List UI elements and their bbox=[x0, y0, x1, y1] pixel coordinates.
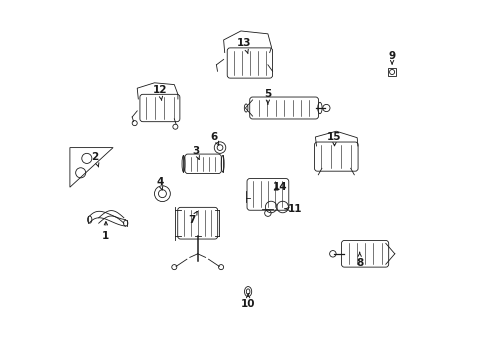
Text: 12: 12 bbox=[152, 85, 167, 100]
Text: 9: 9 bbox=[388, 51, 395, 64]
Text: 8: 8 bbox=[355, 252, 363, 268]
Text: 15: 15 bbox=[326, 132, 341, 146]
Text: 13: 13 bbox=[237, 38, 251, 54]
Text: 11: 11 bbox=[285, 204, 302, 214]
Text: 6: 6 bbox=[210, 132, 218, 145]
Text: 10: 10 bbox=[241, 294, 255, 309]
Text: 3: 3 bbox=[192, 146, 199, 159]
Text: 4: 4 bbox=[156, 177, 163, 190]
Text: 5: 5 bbox=[264, 89, 271, 104]
Bar bbox=[387, 68, 396, 76]
Text: 1: 1 bbox=[102, 222, 109, 241]
Text: 14: 14 bbox=[273, 182, 287, 192]
Text: 7: 7 bbox=[188, 211, 197, 225]
Text: 2: 2 bbox=[91, 152, 99, 167]
